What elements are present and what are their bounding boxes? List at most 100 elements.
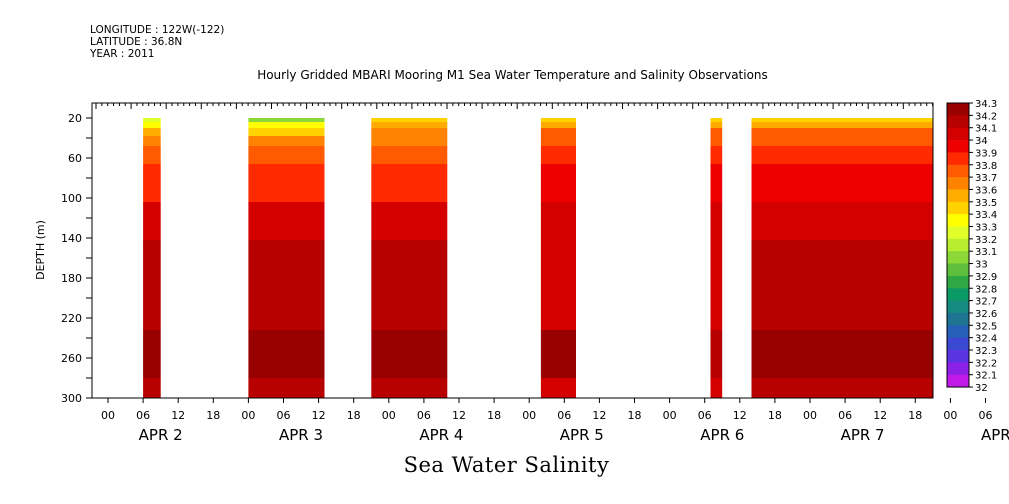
salinity-band [248, 202, 325, 241]
colorbar-swatch [947, 103, 969, 116]
colorbar-label: 33.3 [975, 223, 997, 234]
x-tick-label: 06 [136, 409, 150, 422]
x-tick-label: 06 [277, 409, 291, 422]
salinity-band [751, 136, 933, 147]
x-tick-label: 00 [522, 409, 536, 422]
salinity-band [143, 136, 161, 147]
x-day-label: APR 8 [981, 426, 1009, 444]
colorbar-swatch [947, 115, 969, 128]
salinity-band [540, 330, 576, 379]
y-tick-label: 300 [61, 392, 82, 405]
salinity-band [710, 378, 723, 399]
y-tick-label: 100 [61, 192, 82, 205]
colorbar-label: 33.8 [975, 161, 997, 172]
salinity-band [143, 202, 161, 241]
x-tick-label: 06 [979, 409, 993, 422]
x-tick-label: 06 [417, 409, 431, 422]
colorbar-label: 33.4 [975, 210, 997, 221]
colorbar-label: 32.6 [975, 309, 997, 320]
salinity-band [710, 146, 723, 165]
x-tick-label: 06 [698, 409, 712, 422]
year-label: YEAR : 2011 [90, 48, 155, 60]
salinity-band [371, 136, 448, 147]
y-axis-label: DEPTH (m) [34, 220, 47, 280]
salinity-band [371, 164, 448, 203]
x-day-label: APR 3 [279, 426, 323, 444]
colorbar-swatch [947, 275, 969, 289]
x-day-label: APR 5 [560, 426, 604, 444]
x-day-label: APR 4 [419, 426, 463, 444]
colorbar-label: 32.5 [975, 321, 997, 332]
colorbar-label: 33.9 [975, 148, 997, 159]
colorbar-swatch [947, 201, 969, 215]
colorbar-swatch [947, 251, 969, 264]
salinity-band [751, 128, 933, 137]
salinity-band [710, 240, 723, 331]
salinity-band [751, 202, 933, 241]
salinity-band [540, 378, 576, 399]
chart-title: Hourly Gridded MBARI Mooring M1 Sea Wate… [257, 68, 768, 82]
colorbar-label: 32.3 [975, 346, 997, 357]
x-tick-label: 18 [487, 409, 501, 422]
salinity-band [143, 128, 161, 137]
y-tick-label: 140 [61, 232, 82, 245]
colorbar-label: 33.6 [975, 185, 997, 196]
x-tick-label: 00 [803, 409, 817, 422]
colorbar-border [946, 102, 970, 388]
colorbar-swatch [947, 337, 969, 351]
colorbar-swatch [947, 140, 969, 153]
salinity-band [371, 330, 448, 379]
colorbar-label: 32.1 [975, 371, 997, 382]
colorbar-swatch [947, 263, 969, 277]
salinity-band [143, 330, 161, 379]
salinity-band [710, 330, 723, 379]
colorbar-label: 32.4 [975, 334, 997, 345]
salinity-band [143, 240, 161, 331]
colorbar-swatch [947, 312, 969, 326]
salinity-band [540, 122, 576, 129]
salinity-band [540, 128, 576, 137]
salinity-band [143, 146, 161, 165]
salinity-band [710, 118, 723, 123]
colorbar-swatch [947, 127, 969, 141]
salinity-band [751, 122, 933, 129]
salinity-band [540, 118, 576, 123]
colorbar-swatch [947, 288, 969, 301]
salinity-band [751, 240, 933, 331]
colorbar-label: 33.1 [975, 247, 997, 258]
x-tick-label: 00 [101, 409, 115, 422]
x-tick-label: 12 [733, 409, 747, 422]
x-tick-label: 18 [908, 409, 922, 422]
salinity-band [710, 122, 723, 129]
salinity-band [540, 164, 576, 203]
y-tick-label: 260 [61, 352, 82, 365]
salinity-band [248, 136, 325, 147]
longitude-label: LONGITUDE : 122W(-122) [90, 24, 225, 36]
colorbar-swatch [947, 164, 969, 178]
salinity-band [371, 122, 448, 129]
x-tick-label: 06 [838, 409, 852, 422]
salinity-band [248, 164, 325, 203]
colorbar-swatch [947, 152, 969, 166]
x-day-label: APR 7 [841, 426, 885, 444]
colorbar-label: 32.2 [975, 358, 997, 369]
salinity-band [540, 202, 576, 241]
salinity-band [143, 164, 161, 203]
colorbar-label: 34 [975, 136, 988, 147]
salinity-band [751, 146, 933, 165]
x-tick-label: 18 [768, 409, 782, 422]
x-tick-label: 06 [557, 409, 571, 422]
x-tick-label: 00 [663, 409, 677, 422]
salinity-band [371, 378, 448, 399]
salinity-band [371, 118, 448, 123]
salinity-band [540, 136, 576, 147]
salinity-band [540, 146, 576, 165]
x-tick-label: 00 [241, 409, 255, 422]
x-axis: 00 06 12 18 00 06 12 18 00 06 12 18 00 06 12 18 00 06 12 18… [101, 398, 1009, 444]
y-tick-label: 180 [61, 272, 82, 285]
salinity-band [143, 122, 161, 129]
chart-title-container: Hourly Gridded MBARI Mooring M1 Sea Wate… [0, 68, 1009, 82]
y-tick-label: 20 [68, 112, 82, 125]
colorbar-label: 33.2 [975, 235, 997, 246]
